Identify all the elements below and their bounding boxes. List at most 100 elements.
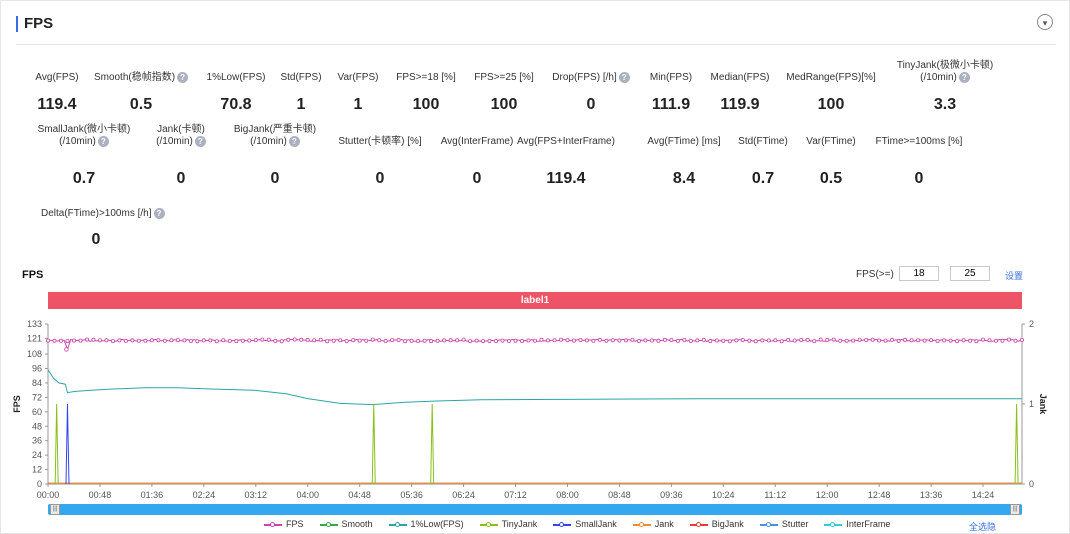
fps-point [221, 338, 226, 343]
set-threshold-button[interactable]: 设置 [1005, 271, 1024, 281]
fps-threshold-input-1[interactable] [899, 266, 939, 281]
fps-point [649, 338, 654, 343]
fps-point [922, 338, 927, 343]
fps-point [468, 339, 473, 344]
metric-value: 1 [296, 96, 306, 113]
fps-point-min [64, 347, 69, 352]
legend-item-fps[interactable]: FPS [264, 519, 304, 529]
metric-1: Smooth(稳帧指数)? 0.5 [86, 72, 196, 113]
help-icon[interactable]: ? [153, 208, 165, 219]
fps-point [500, 338, 505, 343]
fps-point [59, 338, 64, 343]
help-icon[interactable]: ? [194, 136, 206, 147]
metric-18: Avg(FTime) [ms] 8.4 [629, 136, 739, 187]
fps-point [1020, 337, 1025, 342]
x-tick-label: 03:12 [245, 490, 268, 500]
metric-label: Drop(FPS) [/h]? [536, 72, 646, 84]
fps-point [344, 339, 349, 344]
fps-point [117, 338, 122, 343]
fps-point [1013, 338, 1018, 343]
metric-21: FTime>=100ms [%] 0 [864, 136, 974, 187]
legend-marker-icon [632, 521, 651, 527]
fps-point [292, 337, 297, 342]
tinyjank-spike [1014, 403, 1019, 485]
metric-label-text: Median(FPS) [710, 72, 770, 83]
fps-point [357, 338, 362, 343]
legend-item-interframe[interactable]: InterFrame [824, 519, 890, 529]
metric-9: Median(FPS) 119.9 [685, 72, 795, 113]
fps-point [831, 337, 836, 342]
metric-label-text: Smooth(稳帧指数) [93, 72, 176, 84]
fps-point [760, 338, 765, 343]
smalljank-spike [65, 403, 70, 485]
legend-item-jank[interactable]: Jank [632, 519, 674, 529]
help-icon[interactable]: ? [958, 72, 970, 83]
help-icon[interactable]: ? [288, 136, 300, 147]
fps-point [623, 338, 628, 343]
y-tick-label: 96 [32, 364, 42, 374]
metric-value: 1 [353, 96, 363, 113]
series-line-1low [47, 369, 1022, 406]
timeline-scrollbar[interactable] [48, 504, 1022, 515]
help-icon[interactable]: ? [618, 72, 630, 83]
metric-value: 111.9 [651, 96, 691, 113]
metric-label: Jank(卡顿) [126, 124, 236, 136]
fps-threshold-input-2[interactable] [950, 266, 990, 281]
fps-point [630, 337, 635, 342]
metric-label-text: BigJank(严重卡顿) [233, 124, 317, 135]
metric-label-text: Var(FTime) [806, 136, 856, 147]
fps-point [844, 338, 849, 343]
fps-point [130, 338, 135, 343]
fps-point [377, 338, 382, 343]
metric-label: Stutter(卡顿率) [%] [325, 136, 435, 148]
fps-point [740, 337, 745, 342]
fps-point [812, 339, 817, 344]
metric-value: 70.8 [220, 96, 252, 113]
help-icon[interactable]: ? [97, 136, 109, 147]
fps-point [1007, 337, 1012, 342]
y-tick-label: 121 [27, 333, 42, 343]
metric-label: BigJank(严重卡顿) [220, 124, 330, 136]
legend-marker-icon [553, 521, 572, 527]
x-tick-label: 00:00 [37, 490, 60, 500]
collapse-icon[interactable]: ▾ [1037, 14, 1053, 30]
metric-label-text: Std(FTime) [738, 136, 788, 147]
tinyjank-spike [430, 403, 435, 485]
scroll-handle-left[interactable]: ||| [50, 504, 60, 515]
fps-point [214, 339, 219, 344]
x-tick-label: 08:48 [608, 490, 631, 500]
legend-item-1-low-fps-[interactable]: 1%Low(FPS) [388, 519, 464, 529]
fps-point [136, 338, 141, 343]
legend-item-tinyjank[interactable]: TinyJank [479, 519, 537, 529]
label-bar[interactable]: label1 [48, 292, 1022, 309]
fps-point [266, 337, 271, 342]
fps-point [513, 338, 518, 343]
legend-item-smooth[interactable]: Smooth [319, 519, 373, 529]
legend-item-stutter[interactable]: Stutter [759, 519, 808, 529]
y-right-tick-label: 2 [1029, 319, 1034, 329]
fullscreen-button[interactable]: 全选隐 [969, 522, 997, 532]
scroll-handle-right[interactable]: ||| [1010, 504, 1020, 515]
metric-label: Var(FTime) [776, 136, 886, 148]
fps-point [201, 338, 206, 343]
metric-label: FPS>=18 [%] [371, 72, 481, 84]
metric-label-text: SmallJank(微小卡顿) [37, 124, 131, 135]
metric-label-text: Avg(FPS+InterFrame) [517, 136, 615, 147]
fps-point [753, 339, 758, 344]
fps-point [604, 338, 609, 343]
legend-label: Smooth [341, 519, 373, 529]
help-icon[interactable]: ? [177, 72, 189, 83]
fps-point [610, 338, 615, 343]
fps-point [474, 338, 479, 343]
legend-marker-icon [824, 521, 843, 527]
metric-value: 0.7 [751, 170, 775, 187]
fps-point [78, 338, 83, 343]
fps-point [773, 338, 778, 343]
fps-point [896, 338, 901, 343]
legend-item-smalljank[interactable]: SmallJank [553, 519, 617, 529]
fps-point [247, 338, 252, 343]
fps-point [169, 338, 174, 343]
legend-item-bigjank[interactable]: BigJank [689, 519, 744, 529]
metric-label: Avg(FPS+InterFrame) [511, 136, 621, 148]
